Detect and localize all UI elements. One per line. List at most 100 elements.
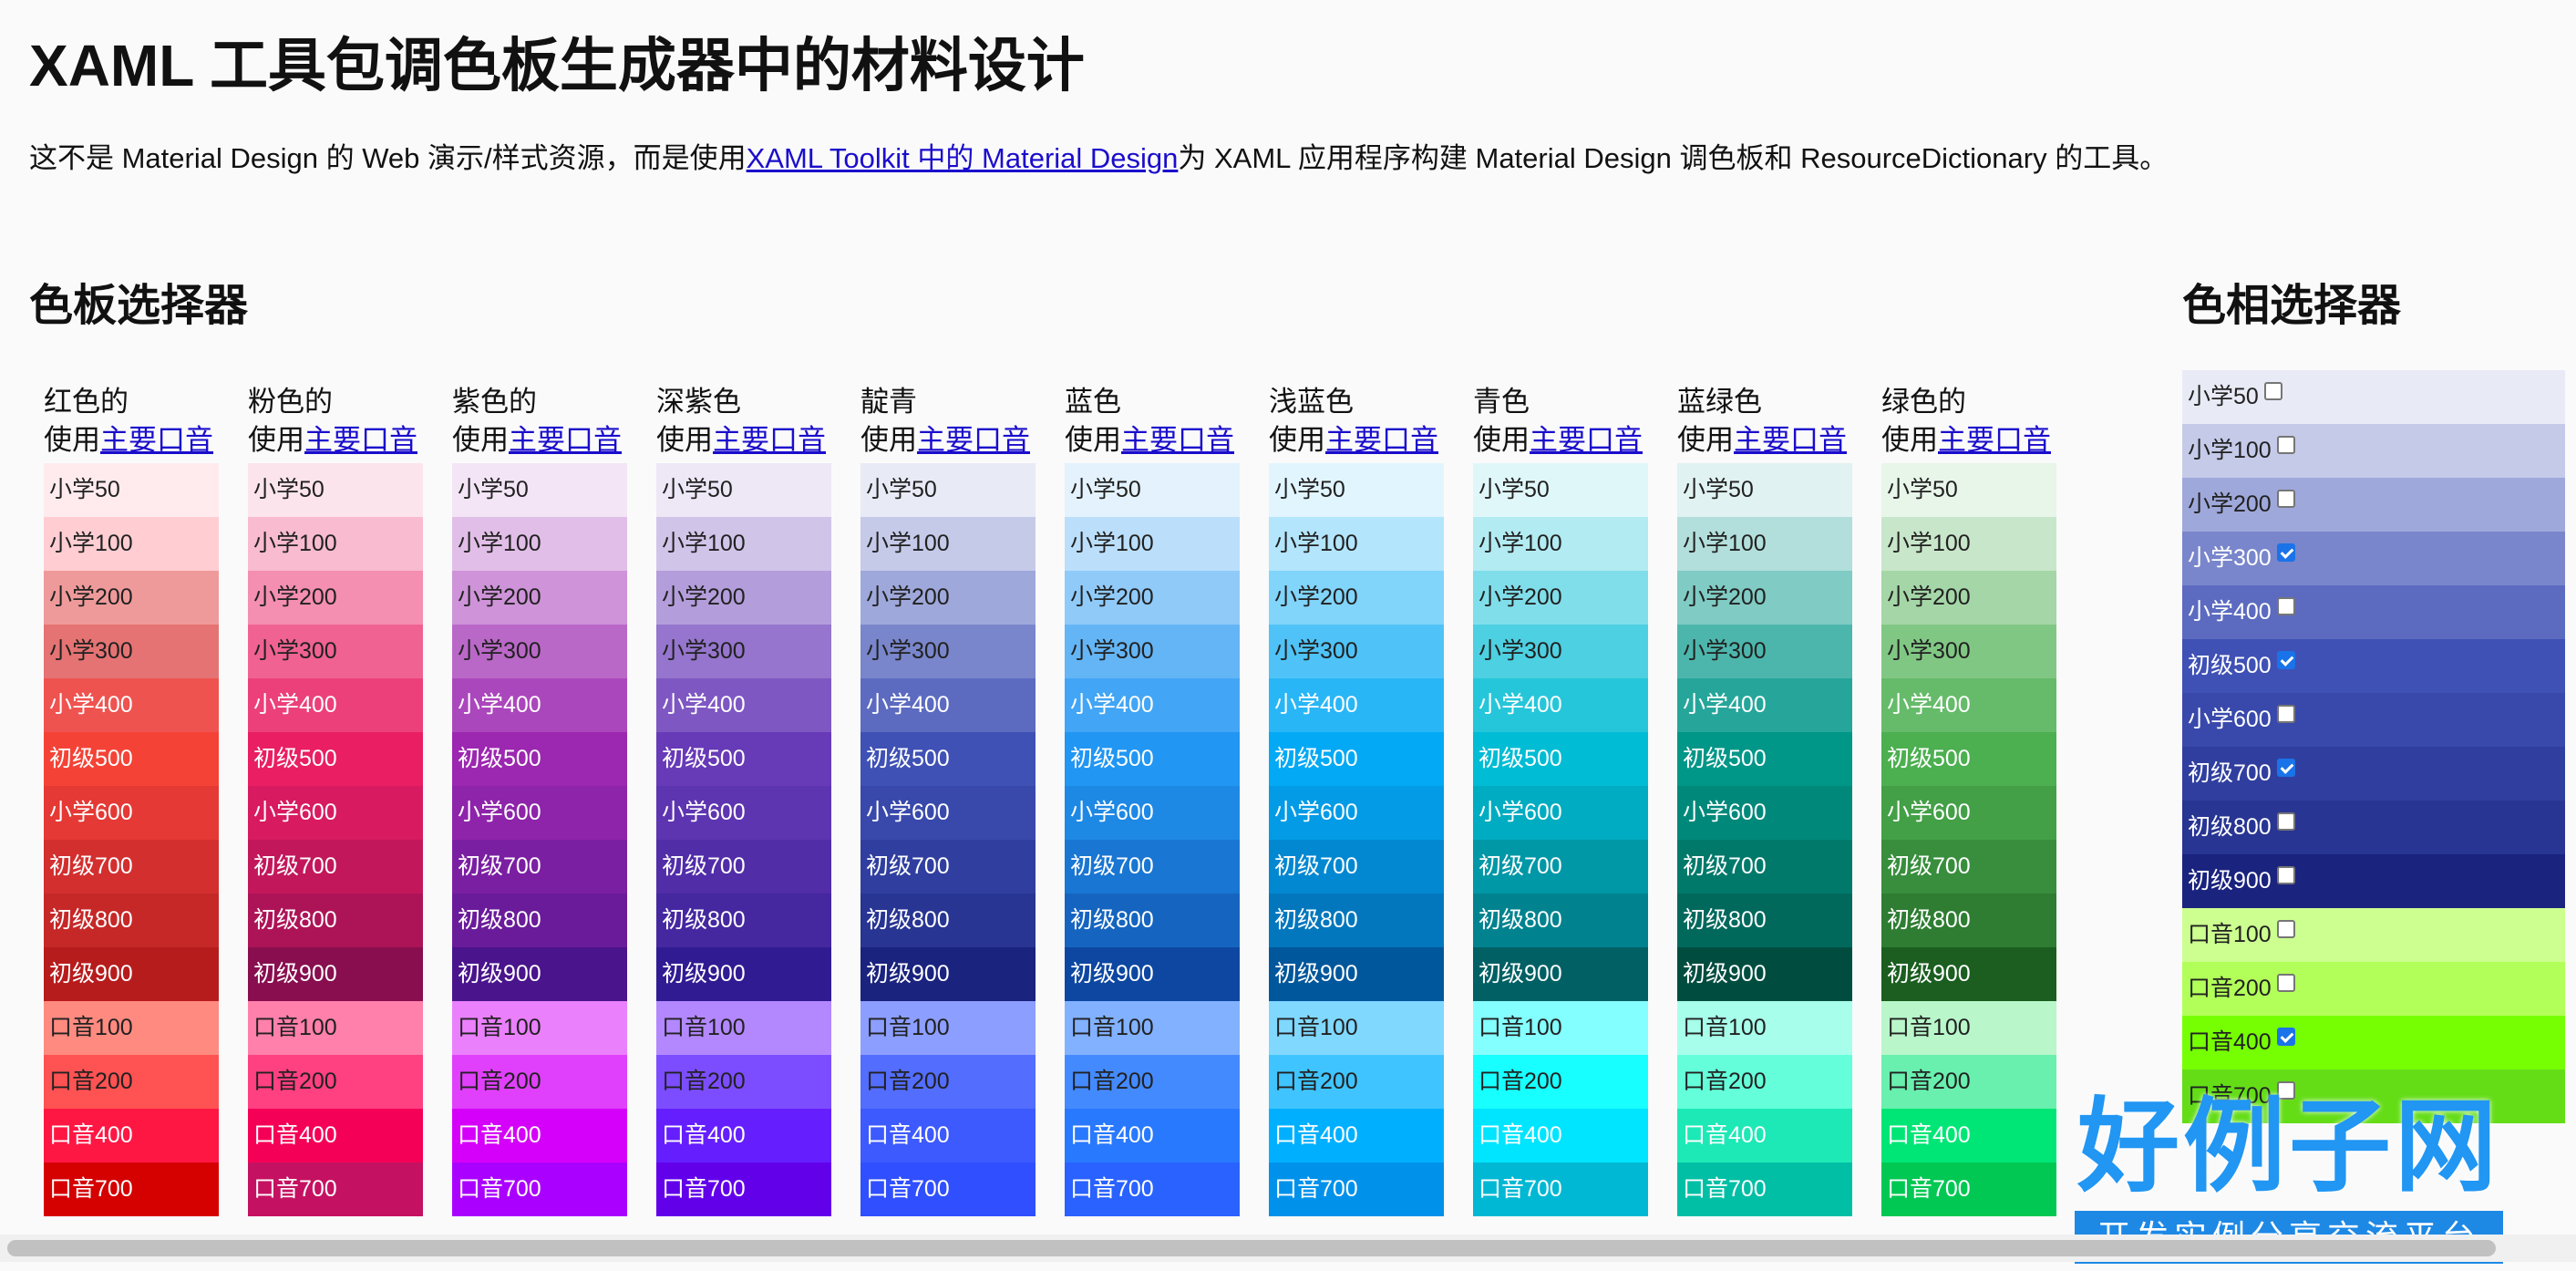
- hue-checkbox[interactable]: [2276, 489, 2295, 508]
- color-swatch[interactable]: 口音100: [1065, 1001, 1240, 1055]
- color-swatch[interactable]: 口音700: [1269, 1162, 1444, 1216]
- color-swatch[interactable]: 初级900: [656, 947, 831, 1001]
- color-swatch[interactable]: 口音200: [860, 1055, 1036, 1109]
- color-swatch[interactable]: 口音200: [656, 1055, 831, 1109]
- color-swatch[interactable]: 初级700: [44, 840, 219, 894]
- color-swatch[interactable]: 初级900: [452, 947, 627, 1001]
- color-swatch[interactable]: 小学400: [656, 678, 831, 732]
- hue-checkbox[interactable]: [2276, 1027, 2295, 1046]
- hue-checkbox[interactable]: [2276, 919, 2295, 938]
- color-swatch[interactable]: 小学300: [248, 625, 423, 678]
- color-swatch[interactable]: 小学400: [452, 678, 627, 732]
- color-swatch[interactable]: 初级700: [1881, 840, 2056, 894]
- color-swatch[interactable]: 小学50: [860, 463, 1036, 517]
- color-swatch[interactable]: 口音700: [1473, 1162, 1648, 1216]
- color-swatch[interactable]: 小学600: [248, 786, 423, 840]
- color-swatch[interactable]: 小学200: [44, 571, 219, 625]
- hue-checkbox[interactable]: [2263, 381, 2282, 400]
- color-swatch[interactable]: 初级900: [1473, 947, 1648, 1001]
- color-swatch[interactable]: 初级700: [1065, 840, 1240, 894]
- color-swatch[interactable]: 小学50: [1881, 463, 2056, 517]
- color-swatch[interactable]: 小学400: [1881, 678, 2056, 732]
- color-swatch[interactable]: 初级900: [248, 947, 423, 1001]
- color-swatch[interactable]: 口音200: [452, 1055, 627, 1109]
- primary-accent-link[interactable]: 主要口音: [917, 424, 1030, 456]
- color-swatch[interactable]: 小学50: [656, 463, 831, 517]
- color-swatch[interactable]: 初级500: [860, 732, 1036, 786]
- color-swatch[interactable]: 小学300: [44, 625, 219, 678]
- color-swatch[interactable]: 口音100: [452, 1001, 627, 1055]
- color-swatch[interactable]: 口音700: [452, 1162, 627, 1216]
- color-swatch[interactable]: 初级500: [452, 732, 627, 786]
- color-swatch[interactable]: 口音400: [1881, 1109, 2056, 1162]
- color-swatch[interactable]: 小学300: [860, 625, 1036, 678]
- color-swatch[interactable]: 初级900: [1065, 947, 1240, 1001]
- color-swatch[interactable]: 小学200: [860, 571, 1036, 625]
- color-swatch[interactable]: 小学300: [1473, 625, 1648, 678]
- color-swatch[interactable]: 初级700: [656, 840, 831, 894]
- color-swatch[interactable]: 口音200: [248, 1055, 423, 1109]
- color-swatch[interactable]: 小学600: [1473, 786, 1648, 840]
- color-swatch[interactable]: 口音400: [656, 1109, 831, 1162]
- color-swatch[interactable]: 初级800: [1269, 894, 1444, 947]
- color-swatch[interactable]: 口音400: [248, 1109, 423, 1162]
- color-swatch[interactable]: 初级900: [1881, 947, 2056, 1001]
- color-swatch[interactable]: 初级500: [44, 732, 219, 786]
- color-swatch[interactable]: 口音700: [44, 1162, 219, 1216]
- color-swatch[interactable]: 口音400: [1473, 1109, 1648, 1162]
- color-swatch[interactable]: 初级800: [860, 894, 1036, 947]
- color-swatch[interactable]: 小学600: [656, 786, 831, 840]
- color-swatch[interactable]: 小学600: [452, 786, 627, 840]
- color-swatch[interactable]: 小学100: [248, 517, 423, 571]
- color-swatch[interactable]: 初级900: [860, 947, 1036, 1001]
- color-swatch[interactable]: 初级800: [1677, 894, 1852, 947]
- color-swatch[interactable]: 口音400: [452, 1109, 627, 1162]
- color-swatch[interactable]: 小学600: [1269, 786, 1444, 840]
- color-swatch[interactable]: 口音400: [1269, 1109, 1444, 1162]
- color-swatch[interactable]: 初级500: [248, 732, 423, 786]
- color-swatch[interactable]: 口音100: [1677, 1001, 1852, 1055]
- color-swatch[interactable]: 初级700: [860, 840, 1036, 894]
- color-swatch[interactable]: 口音700: [1881, 1162, 2056, 1216]
- color-swatch[interactable]: 小学100: [1677, 517, 1852, 571]
- color-swatch[interactable]: 小学100: [452, 517, 627, 571]
- color-swatch[interactable]: 初级700: [1677, 840, 1852, 894]
- material-design-xaml-toolkit-link[interactable]: XAML Toolkit 中的 Material Design: [746, 142, 1179, 174]
- primary-accent-link[interactable]: 主要口音: [1938, 424, 2051, 456]
- color-swatch[interactable]: 初级900: [1677, 947, 1852, 1001]
- color-swatch[interactable]: 小学400: [44, 678, 219, 732]
- color-swatch[interactable]: 初级800: [1881, 894, 2056, 947]
- color-swatch[interactable]: 小学200: [1881, 571, 2056, 625]
- color-swatch[interactable]: 小学50: [1677, 463, 1852, 517]
- color-swatch[interactable]: 小学600: [1065, 786, 1240, 840]
- color-swatch[interactable]: 小学100: [1269, 517, 1444, 571]
- color-swatch[interactable]: 初级800: [452, 894, 627, 947]
- color-swatch[interactable]: 小学400: [248, 678, 423, 732]
- color-swatch[interactable]: 口音400: [1065, 1109, 1240, 1162]
- color-swatch[interactable]: 小学200: [1269, 571, 1444, 625]
- color-swatch[interactable]: 初级500: [1881, 732, 2056, 786]
- hue-checkbox[interactable]: [2276, 596, 2295, 615]
- color-swatch[interactable]: 口音100: [1473, 1001, 1648, 1055]
- color-swatch[interactable]: 初级500: [1677, 732, 1852, 786]
- color-swatch[interactable]: 口音100: [1881, 1001, 2056, 1055]
- color-swatch[interactable]: 口音100: [656, 1001, 831, 1055]
- primary-accent-link[interactable]: 主要口音: [1121, 424, 1234, 456]
- color-swatch[interactable]: 口音700: [1677, 1162, 1852, 1216]
- color-swatch[interactable]: 口音400: [44, 1109, 219, 1162]
- color-swatch[interactable]: 小学200: [1473, 571, 1648, 625]
- color-swatch[interactable]: 初级500: [1065, 732, 1240, 786]
- color-swatch[interactable]: 小学200: [248, 571, 423, 625]
- color-swatch[interactable]: 初级800: [1065, 894, 1240, 947]
- color-swatch[interactable]: 小学400: [1065, 678, 1240, 732]
- primary-accent-link[interactable]: 主要口音: [1530, 424, 1643, 456]
- hue-checkbox[interactable]: [2276, 704, 2295, 723]
- color-swatch[interactable]: 初级900: [44, 947, 219, 1001]
- color-swatch[interactable]: 口音100: [248, 1001, 423, 1055]
- hue-checkbox[interactable]: [2276, 758, 2295, 777]
- color-swatch[interactable]: 初级900: [1269, 947, 1444, 1001]
- color-swatch[interactable]: 小学50: [44, 463, 219, 517]
- horizontal-scrollbar[interactable]: [0, 1235, 2576, 1262]
- color-swatch[interactable]: 小学100: [1065, 517, 1240, 571]
- color-swatch[interactable]: 小学300: [1881, 625, 2056, 678]
